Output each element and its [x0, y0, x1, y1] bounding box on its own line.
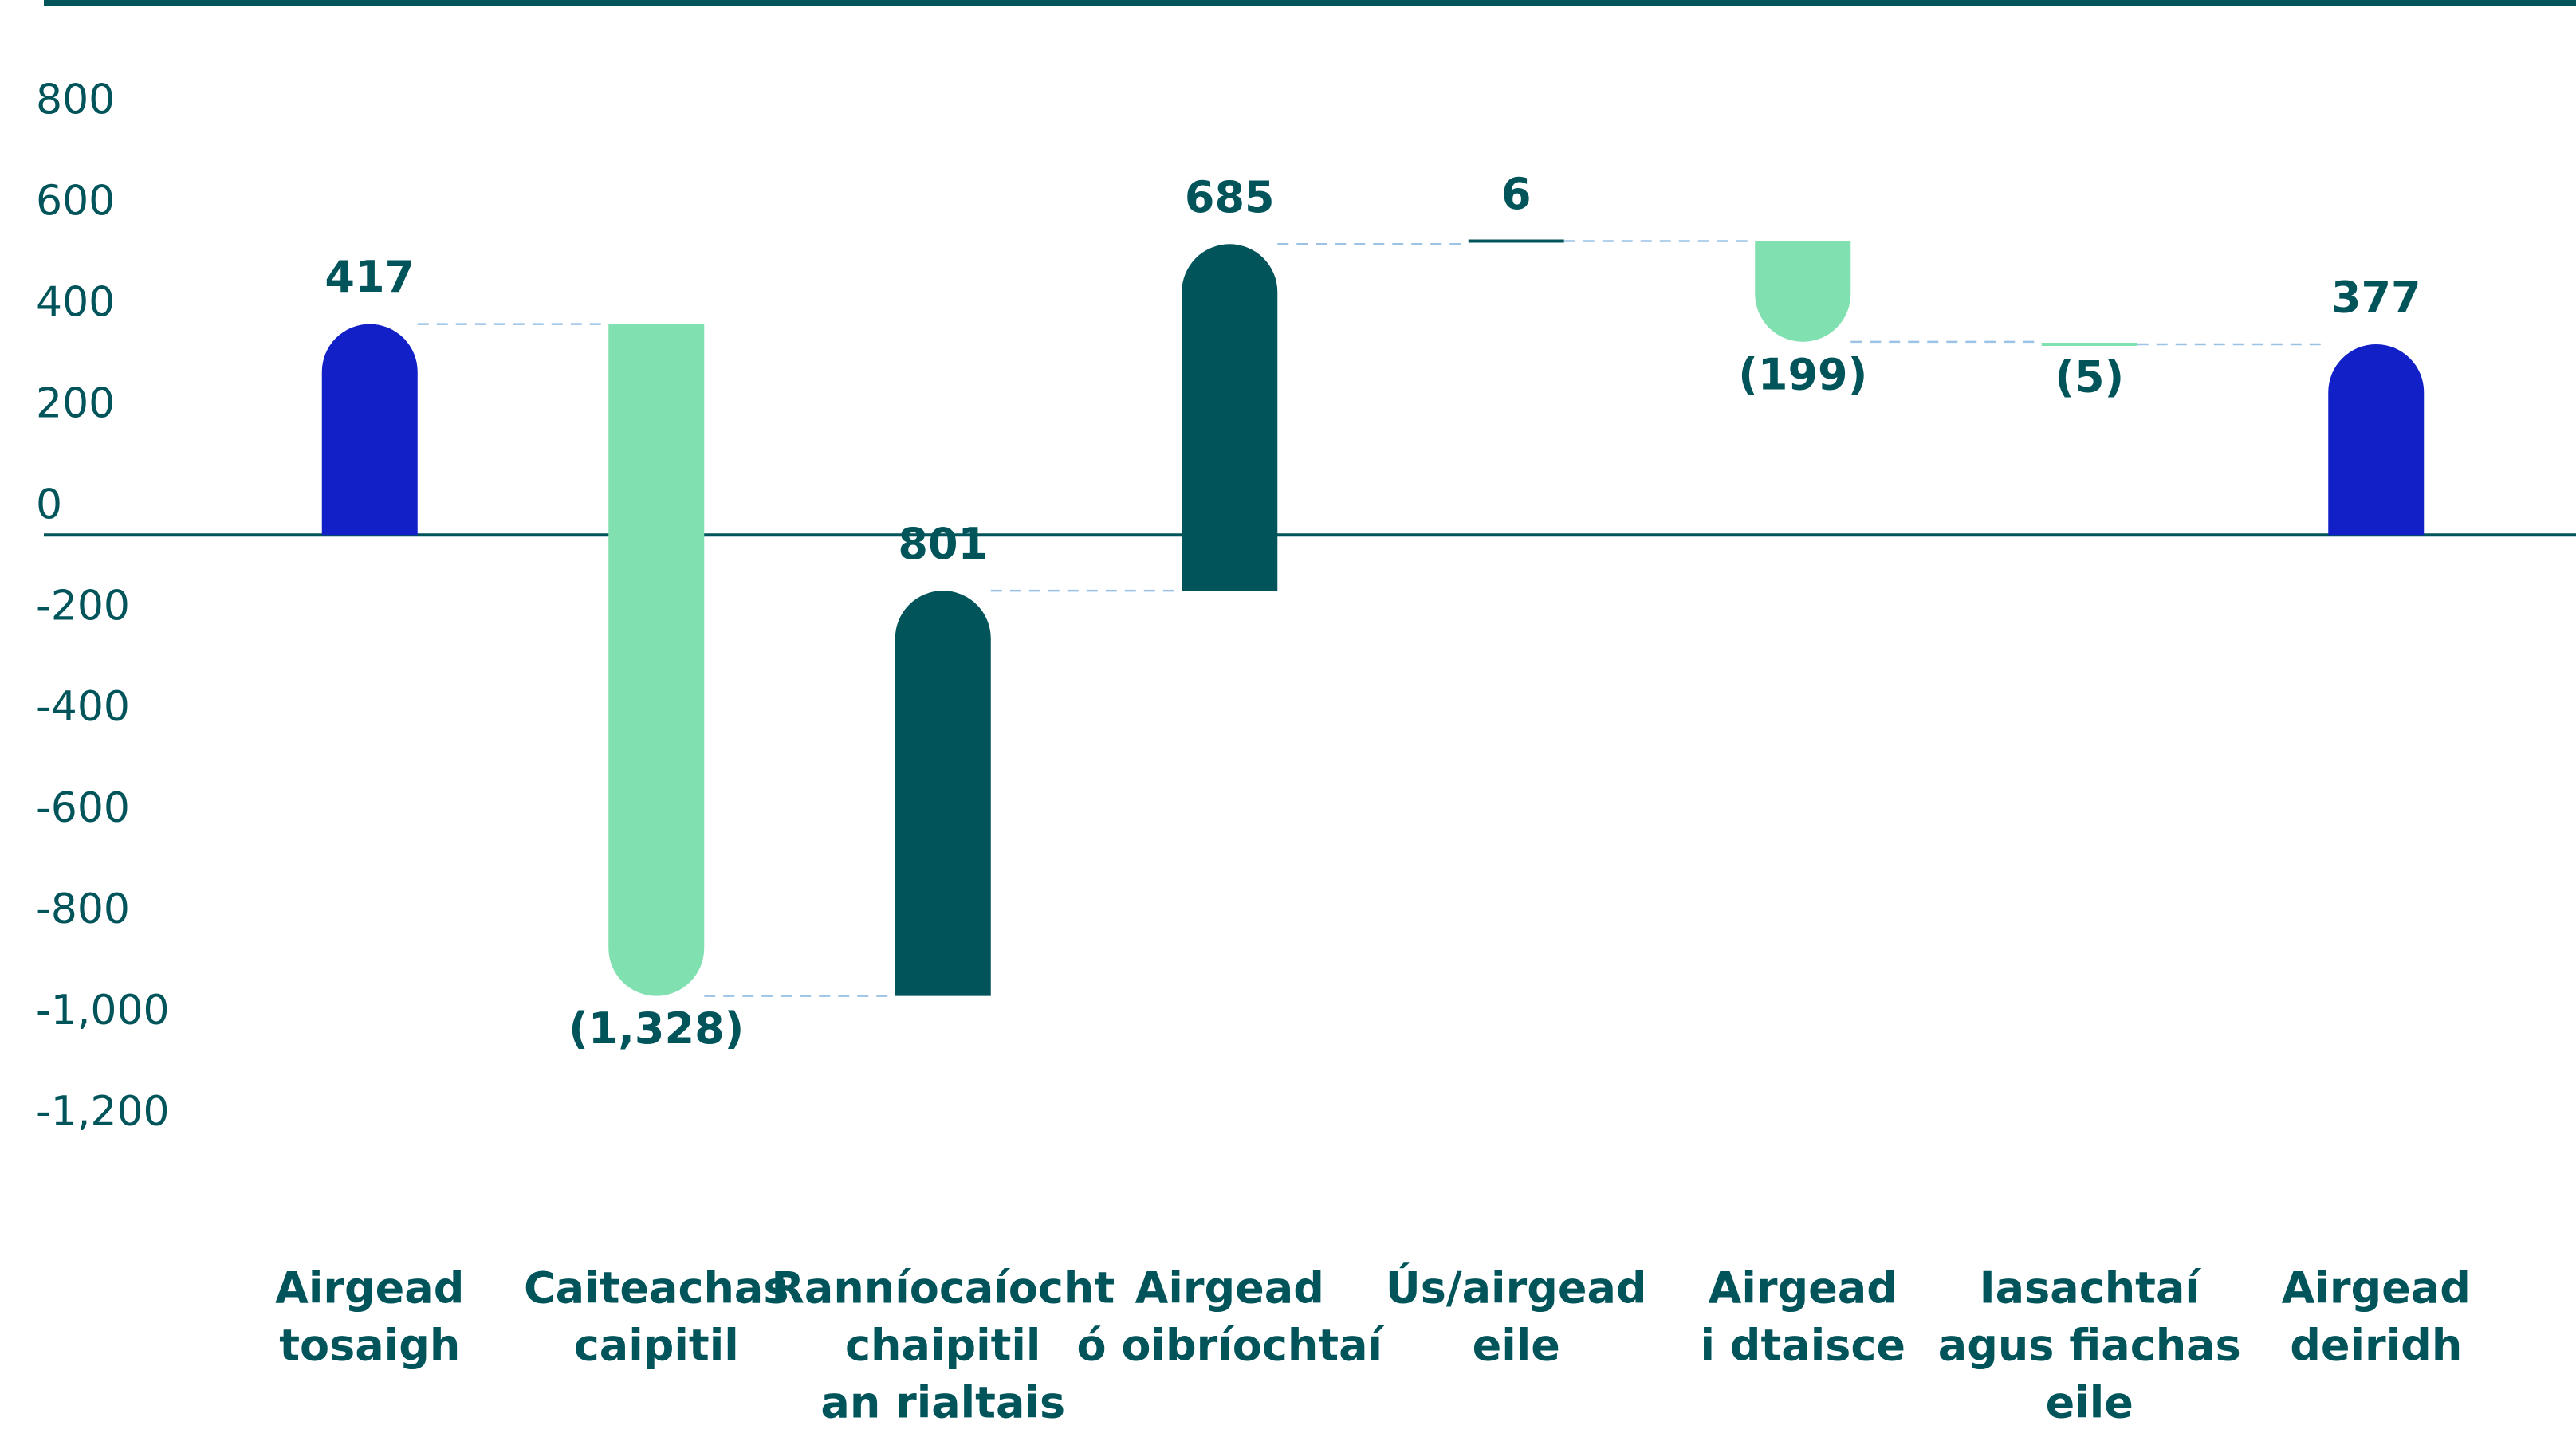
bar: [1468, 239, 1564, 243]
bar: [321, 324, 418, 536]
value-label: 417: [324, 252, 415, 302]
x-tick-label: chaipitil: [845, 1321, 1040, 1371]
y-tick-label: 400: [36, 278, 115, 326]
value-label: 801: [898, 519, 988, 569]
value-label: (199): [1738, 349, 1867, 399]
bar: [2041, 342, 2137, 346]
y-tick-label: 600: [36, 177, 115, 225]
y-tick-label: -1,200: [36, 1088, 170, 1136]
x-tick-label: Iasachtaí: [1980, 1263, 2202, 1313]
y-tick-label: 0: [36, 481, 62, 528]
x-tick-label: caipitil: [574, 1321, 739, 1371]
x-tick-label: Caiteachas: [524, 1263, 789, 1313]
x-tick-label: Airgead: [2282, 1263, 2471, 1313]
x-tick-label: eile: [1473, 1321, 1560, 1371]
bar: [2328, 344, 2425, 536]
x-tick-label: Ús/airgead: [1386, 1263, 1647, 1313]
y-tick-label: -800: [36, 885, 130, 933]
x-tick-label: i dtaisce: [1700, 1321, 1905, 1371]
value-label: 685: [1185, 172, 1275, 222]
bar: [608, 324, 705, 996]
y-tick-label: -1,000: [36, 987, 170, 1035]
y-tick-label: 800: [36, 76, 115, 124]
x-tick-label: Airgead: [275, 1263, 464, 1313]
y-tick-label: -200: [36, 582, 130, 630]
x-tick-label: an rialtais: [820, 1378, 1065, 1428]
x-tick-label: Airgead: [1709, 1263, 1898, 1313]
value-label: (5): [2055, 352, 2124, 402]
x-tick-label: Airgead: [1135, 1263, 1324, 1313]
value-label: (1,328): [568, 1003, 744, 1054]
value-label: 377: [2331, 273, 2421, 323]
x-tick-label: ó oibríochtaí: [1076, 1321, 1384, 1371]
bar: [1755, 241, 1851, 342]
x-tick-label: deiridh: [2290, 1321, 2462, 1371]
bar: [895, 591, 991, 996]
x-tick-label: Ranníocaíocht: [771, 1263, 1115, 1313]
value-label: 6: [1501, 169, 1532, 219]
y-tick-label: 200: [36, 379, 115, 427]
x-tick-label: tosaigh: [279, 1321, 460, 1371]
x-tick-label: eile: [2046, 1378, 2134, 1428]
x-tick-label: agus fiachas: [1938, 1321, 2241, 1371]
bar: [1182, 244, 1278, 591]
y-tick-label: -600: [36, 784, 130, 832]
y-tick-label: -400: [36, 683, 130, 731]
